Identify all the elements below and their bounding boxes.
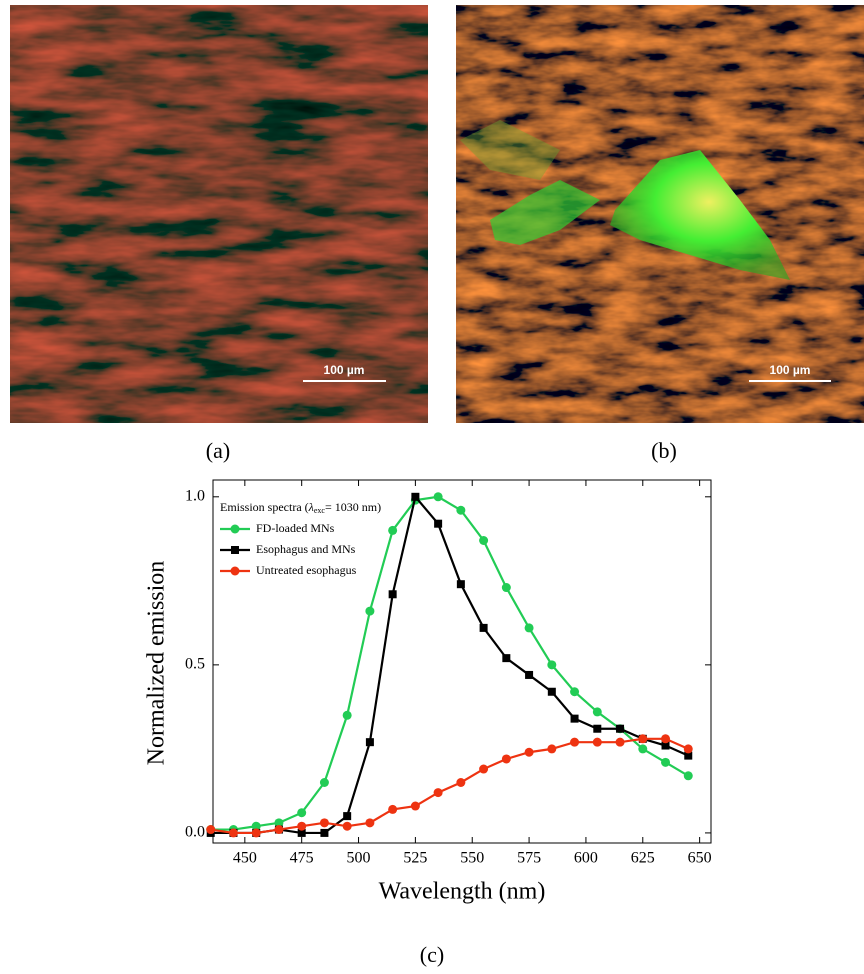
x-tick-label: 525 bbox=[403, 850, 427, 867]
marker bbox=[525, 748, 534, 757]
marker bbox=[206, 825, 215, 834]
legend-title: Emission spectra (λexc= 1030 nm) bbox=[220, 500, 381, 515]
marker bbox=[343, 711, 352, 720]
marker bbox=[320, 829, 328, 837]
marker bbox=[388, 526, 397, 535]
marker bbox=[638, 744, 647, 753]
legend-title-text: = 1030 nm) bbox=[325, 500, 381, 514]
marker bbox=[411, 802, 420, 811]
legend-title-sub: exc bbox=[314, 506, 326, 515]
marker bbox=[479, 765, 488, 774]
panel-label: (c) bbox=[420, 942, 444, 967]
marker bbox=[547, 660, 556, 669]
marker bbox=[274, 825, 283, 834]
marker bbox=[638, 734, 647, 743]
marker bbox=[434, 492, 443, 501]
series-line bbox=[211, 739, 689, 833]
marker bbox=[365, 607, 374, 616]
marker bbox=[320, 818, 329, 827]
scale-bar-label: 100 µm bbox=[770, 363, 811, 377]
marker bbox=[502, 583, 511, 592]
legend-label: Esophagus and MNs bbox=[256, 542, 356, 556]
marker bbox=[480, 624, 488, 632]
x-tick-label: 600 bbox=[574, 850, 598, 867]
marker bbox=[570, 738, 579, 747]
image-a-texture bbox=[10, 5, 428, 423]
marker bbox=[297, 822, 306, 831]
marker bbox=[684, 744, 693, 753]
marker bbox=[297, 808, 306, 817]
marker bbox=[661, 734, 670, 743]
x-tick-label: 650 bbox=[688, 850, 712, 867]
marker bbox=[502, 654, 510, 662]
x-tick-label: 475 bbox=[290, 850, 314, 867]
marker bbox=[457, 580, 465, 588]
marker bbox=[525, 671, 533, 679]
marker bbox=[616, 738, 625, 747]
marker bbox=[547, 744, 556, 753]
legend-title-text: Emission spectra ( bbox=[220, 500, 309, 514]
marker bbox=[479, 536, 488, 545]
marker bbox=[365, 818, 374, 827]
x-axis-label: Wavelength (nm) bbox=[379, 879, 546, 905]
marker bbox=[661, 758, 670, 767]
marker bbox=[229, 828, 238, 837]
x-tick-label: 450 bbox=[233, 850, 257, 867]
legend-marker bbox=[231, 546, 239, 554]
y-tick-label: 1.0 bbox=[185, 487, 205, 504]
marker bbox=[434, 788, 443, 797]
marker bbox=[388, 805, 397, 814]
marker bbox=[684, 771, 693, 780]
scale-bar-label: 100 µm bbox=[324, 363, 365, 377]
marker bbox=[389, 590, 397, 598]
x-tick-label: 575 bbox=[517, 850, 541, 867]
x-tick-label: 500 bbox=[347, 850, 371, 867]
marker bbox=[593, 725, 601, 733]
panel-label: (b) bbox=[651, 438, 677, 463]
marker bbox=[616, 725, 624, 733]
panel-label: (a) bbox=[206, 438, 230, 463]
figure: 100 µm 100 µm (a) (b) (c) Wavelength (nm… bbox=[0, 0, 864, 974]
legend-marker bbox=[231, 525, 240, 534]
marker bbox=[343, 822, 352, 831]
marker bbox=[366, 738, 374, 746]
legend-label: Untreated esophagus bbox=[256, 563, 357, 577]
marker bbox=[525, 623, 534, 632]
y-tick-label: 0.5 bbox=[185, 656, 205, 673]
marker bbox=[571, 715, 579, 723]
marker bbox=[456, 778, 465, 787]
marker bbox=[548, 688, 556, 696]
marker bbox=[343, 812, 351, 820]
marker bbox=[456, 506, 465, 515]
marker bbox=[593, 707, 602, 716]
marker bbox=[411, 493, 419, 501]
marker bbox=[502, 754, 511, 763]
y-tick-label: 0.0 bbox=[185, 824, 205, 841]
x-tick-label: 550 bbox=[460, 850, 484, 867]
x-tick-label: 625 bbox=[631, 850, 655, 867]
marker bbox=[593, 738, 602, 747]
legend-marker bbox=[231, 567, 240, 576]
y-axis-label: Normalized emission bbox=[144, 561, 170, 766]
marker bbox=[320, 778, 329, 787]
marker bbox=[570, 687, 579, 696]
legend-label: FD-loaded MNs bbox=[256, 521, 335, 535]
marker bbox=[434, 520, 442, 528]
page: 100 µm 100 µm (a) (b) (c) Wavelength (nm… bbox=[0, 0, 864, 974]
marker bbox=[252, 828, 261, 837]
